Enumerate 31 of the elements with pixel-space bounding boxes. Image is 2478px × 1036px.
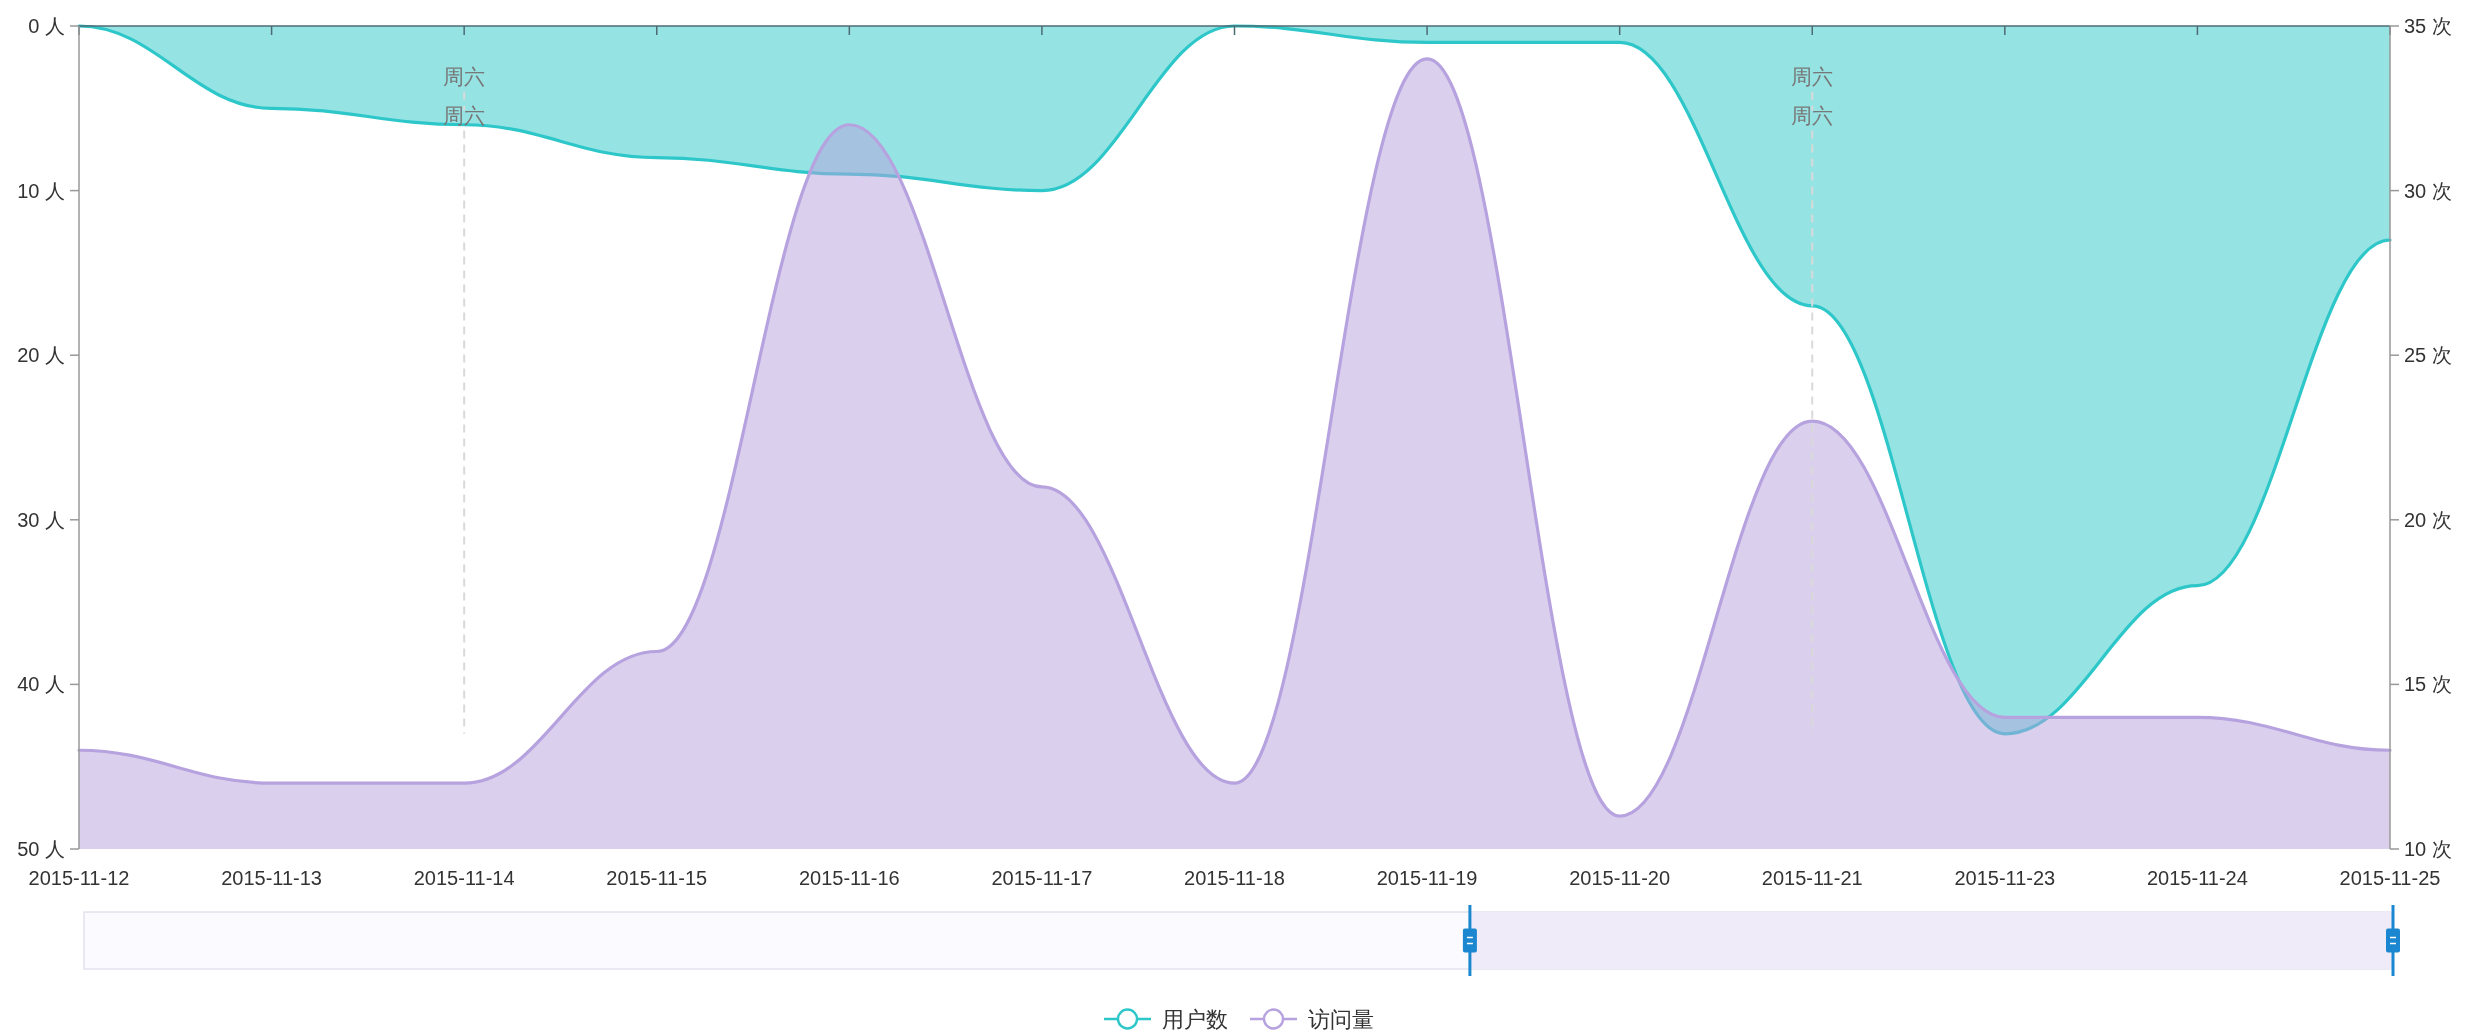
x-tick-label: 2015-11-17 xyxy=(991,867,1093,889)
x-tick-label: 2015-11-25 xyxy=(2339,867,2441,889)
y2-tick-label: 15 次 xyxy=(2404,673,2452,696)
x-tick-label: 2015-11-23 xyxy=(1954,867,2056,889)
legend-label: 访问量 xyxy=(1308,1007,1374,1032)
ref-line-label: 周六 xyxy=(1791,64,1834,88)
x-tick-label: 2015-11-13 xyxy=(221,867,322,889)
y-tick-label: 40 人 xyxy=(17,673,65,696)
y2-tick-label: 35 次 xyxy=(2404,15,2452,37)
x-tick-label: 2015-11-12 xyxy=(28,867,130,889)
ref-line-label: 周六 xyxy=(1791,103,1834,127)
legend-label: 用户数 xyxy=(1162,1007,1228,1032)
x-tick-label: 2015-11-16 xyxy=(798,867,900,889)
y-tick-label: 30 人 xyxy=(17,508,65,531)
y2-tick-label: 30 次 xyxy=(2404,179,2452,202)
x-tick-label: 2015-11-15 xyxy=(606,867,708,889)
y2-tick-label: 20 次 xyxy=(2404,508,2452,531)
x-tick-label: 2015-11-20 xyxy=(1569,867,1671,889)
y-tick-label: 50 人 xyxy=(17,838,65,860)
y2-tick-label: 10 次 xyxy=(2404,838,2452,860)
x-tick-label: 2015-11-14 xyxy=(413,867,515,889)
y2-tick-label: 25 次 xyxy=(2404,344,2452,367)
x-tick-label: 2015-11-21 xyxy=(1761,867,1863,889)
x-tick-label: 2015-11-19 xyxy=(1376,867,1478,889)
ref-line-label: 周六 xyxy=(443,103,486,127)
x-tick-label: 2015-11-24 xyxy=(2147,867,2248,889)
y-tick-label: 20 人 xyxy=(17,344,65,367)
x-tick-label: 2015-11-18 xyxy=(1184,867,1285,889)
ref-line-label: 周六 xyxy=(443,64,486,88)
y-tick-label: 10 人 xyxy=(17,179,65,202)
y-tick-label: 0 人 xyxy=(28,15,65,37)
